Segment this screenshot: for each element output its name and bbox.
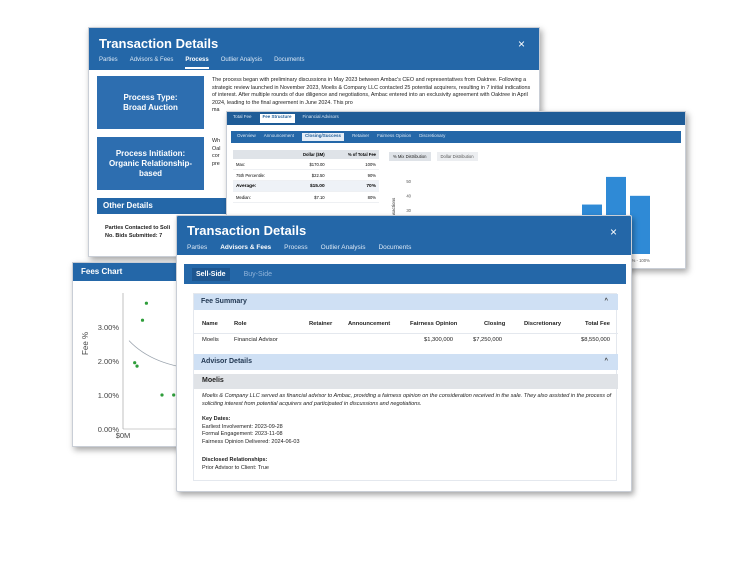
- chevron-up-icon[interactable]: ^: [604, 298, 608, 304]
- y-tick-label: 40: [406, 193, 411, 198]
- process-type-card: Process Type: Broad Auction: [97, 76, 204, 129]
- tab-outlier-analysis[interactable]: Outlier Analysis: [320, 244, 366, 251]
- tab-announcement[interactable]: Announcement: [263, 133, 295, 138]
- table-row: Moelis Financial Advisor $1,300,000 $7,2…: [194, 333, 618, 347]
- tab-buy-side[interactable]: Buy-Side: [243, 270, 272, 278]
- distribution-tabs: % Mix Distribution Dollar Distribution: [389, 152, 478, 161]
- bar: [630, 195, 650, 254]
- fees-chart-header: Fees Chart: [73, 263, 202, 281]
- advisor-name-header: Moelis: [194, 374, 618, 389]
- y-tick-label: 1.00%: [98, 391, 120, 400]
- tab-overview[interactable]: Overview: [237, 133, 256, 138]
- tab-parties[interactable]: Parties: [187, 244, 208, 251]
- tab-closing-success[interactable]: Closing/Success: [302, 133, 345, 141]
- table-row: 75th Percentile: $22.50 90%: [233, 169, 379, 181]
- tab-fee-structure[interactable]: Fee Structure: [259, 114, 295, 123]
- chevron-up-icon[interactable]: ^: [604, 358, 608, 364]
- table-header-row: Dollar ($M) % of Total Fee: [233, 150, 379, 159]
- window-header: Transaction Details × Parties Advisors &…: [177, 216, 631, 255]
- disclosed-relationships: Disclosed Relationships: Prior Advisor t…: [202, 457, 269, 471]
- y-tick-label: 0.00%: [98, 425, 120, 434]
- y-tick-label: 50: [406, 179, 411, 184]
- y-tick-label: 30: [406, 208, 411, 213]
- process-initiation-card: Process Initiation: Organic Relationship…: [97, 137, 204, 190]
- y-axis-label: # of Transactions: [391, 197, 396, 232]
- fee-stats-table: Dollar ($M) % of Total Fee Max: $170.00 …: [233, 150, 379, 203]
- side-tabs: Sell-Side Buy-Side: [184, 264, 626, 284]
- tab-bar: Parties Advisors & Fees Process Outlier …: [187, 238, 621, 251]
- advisors-panel: Fee Summary ^ Name Role Retainer Announc…: [193, 293, 618, 481]
- data-point: [172, 393, 176, 397]
- window-title: Transaction Details: [99, 36, 219, 51]
- table-row: Max: $170.00 100%: [233, 159, 379, 170]
- tab-process[interactable]: Process: [185, 57, 209, 69]
- transaction-details-advisors-window: Transaction Details × Parties Advisors &…: [176, 215, 632, 492]
- table-row-average: Average: $15.00 70%: [233, 180, 379, 192]
- tab-dollar-distribution[interactable]: Dollar Distribution: [436, 152, 478, 161]
- tab-discretionary[interactable]: Discretionary: [419, 133, 446, 138]
- tab-parties[interactable]: Parties: [99, 57, 118, 63]
- tab-mix-distribution[interactable]: % Mix Distribution: [389, 152, 431, 161]
- advisor-details-header[interactable]: Advisor Details ^: [194, 354, 618, 370]
- x-tick-label: 90% - 100%: [627, 258, 650, 263]
- tab-retainer[interactable]: Retainer: [352, 133, 370, 138]
- tab-sell-side[interactable]: Sell-Side: [192, 267, 230, 281]
- data-point: [140, 318, 145, 322]
- data-point: [133, 361, 137, 365]
- tab-total-fee[interactable]: Total Fee: [233, 114, 252, 119]
- data-point: [144, 301, 148, 305]
- process-description: The process began with preliminary discu…: [212, 77, 531, 113]
- table-header-row: Name Role Retainer Announcement Fairness…: [202, 321, 610, 327]
- fees-y-axis-label: Fee %: [81, 331, 90, 355]
- tab-financial-advisors[interactable]: Financial Advisors: [302, 114, 339, 119]
- other-details-body: Parties Contacted to Soli No. Bids Submi…: [105, 225, 171, 239]
- fee-summary-header[interactable]: Fee Summary ^: [194, 294, 618, 310]
- close-icon[interactable]: ×: [517, 37, 525, 51]
- advisor-description: Moelis & Company LLC served as financial…: [202, 393, 612, 407]
- y-tick-label: 3.00%: [98, 323, 120, 332]
- data-point: [160, 393, 164, 397]
- tab-advisors-fees[interactable]: Advisors & Fees: [129, 57, 174, 63]
- tab-advisors-fees[interactable]: Advisors & Fees: [220, 244, 272, 251]
- table-row: Median: $7.10 80%: [233, 191, 379, 203]
- tab-fairness-opinion[interactable]: Fairness Opinion: [377, 133, 412, 138]
- y-tick-label: 2.00%: [98, 357, 120, 366]
- x-tick-label: $0M: [116, 431, 131, 440]
- tab-documents[interactable]: Documents: [378, 244, 412, 251]
- initiation-description: Wh Oal cor pre: [212, 138, 221, 167]
- key-dates: Key Dates: Earliest Involvement: 2023-09…: [202, 416, 300, 445]
- tab-documents[interactable]: Documents: [274, 57, 305, 63]
- tab-bar: Parties Advisors & Fees Process Outlier …: [89, 51, 539, 69]
- window-title: Transaction Details: [187, 223, 307, 238]
- data-point: [135, 364, 139, 368]
- fees-scatter-chart: 0.00% 1.00% 2.00% 3.00% $0M: [98, 293, 202, 440]
- fee-component-tabs: Overview Announcement Closing/Success Re…: [231, 131, 681, 143]
- tab-outlier-analysis[interactable]: Outlier Analysis: [220, 57, 263, 63]
- fee-structure-top-tabs: Total Fee Fee Structure Financial Adviso…: [227, 112, 685, 125]
- close-icon[interactable]: ×: [609, 225, 617, 239]
- tab-process[interactable]: Process: [284, 244, 308, 251]
